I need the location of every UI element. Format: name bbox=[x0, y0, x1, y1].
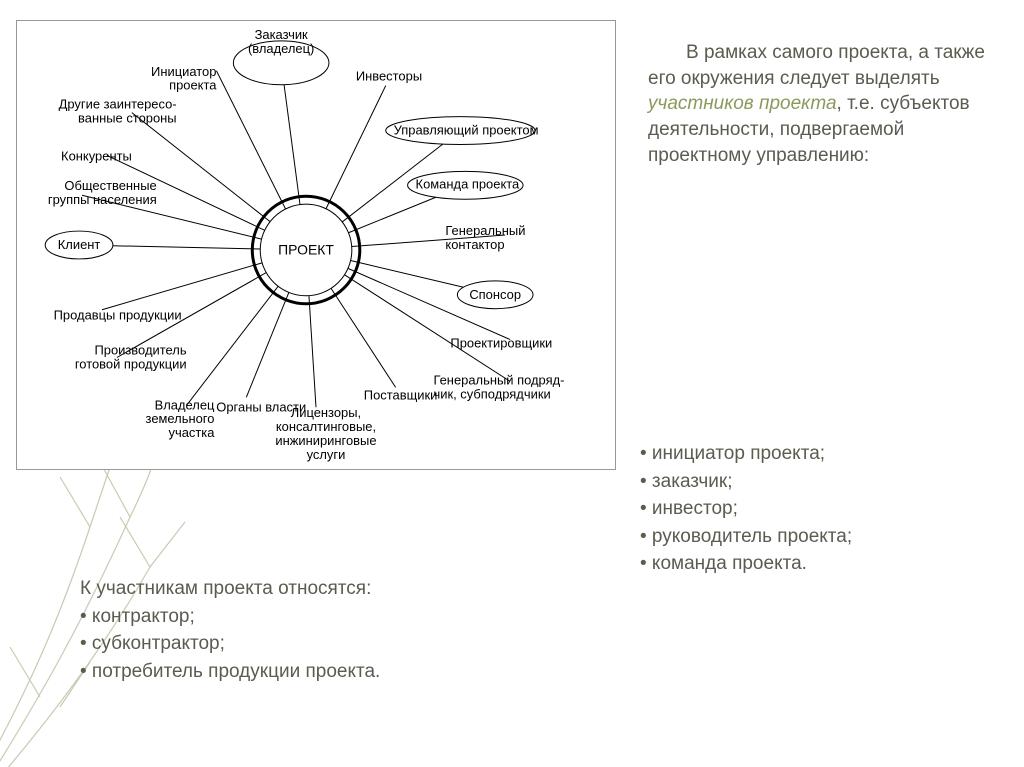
diagram-node-label: Владелецземельногоучастка bbox=[146, 397, 216, 440]
diagram-node-label: Поставщики bbox=[364, 387, 438, 402]
diagram-node-label: Лицензоры,консалтинговые,инжиниринговыеу… bbox=[275, 405, 376, 462]
diagram-node-label: Проектировщики bbox=[450, 336, 552, 351]
list-item: • субконтрактор; bbox=[80, 630, 600, 658]
diagram-node-label: Производительготовой продукции bbox=[75, 343, 187, 372]
radial-diagram: ПРОЕКТ Заказчик(владелец) Инициаторпроекта… bbox=[17, 21, 615, 469]
diagram-node-label: Конкуренты bbox=[61, 148, 132, 163]
center-label: ПРОЕКТ bbox=[278, 242, 334, 258]
paragraph: В рамках самого проекта, а также его окр… bbox=[648, 40, 1008, 168]
list-right: • инициатор проекта;• заказчик;• инвесто… bbox=[640, 440, 1010, 578]
list-item: • команда проекта. bbox=[640, 550, 1010, 578]
diagram-node-label: Генеральный подряд-чик, субподрядчики bbox=[433, 372, 564, 401]
diagram-node-label: Управляющий проектом bbox=[394, 122, 539, 137]
diagram-node-label: Другие заинтересо-ванные стороны bbox=[59, 97, 177, 126]
diagram-node-label: Генеральныйконтактор bbox=[445, 223, 525, 252]
diagram-node-label: Продавцы продукции bbox=[54, 308, 182, 323]
list-left: К участникам проекта относятся: • контра… bbox=[80, 575, 600, 685]
diagram-node-label: Команда проекта bbox=[416, 176, 520, 191]
list-left-title: К участникам проекта относятся: bbox=[80, 575, 600, 603]
diagram-node-label: Клиент bbox=[58, 237, 101, 252]
diagram-node-label: Инициаторпроекта bbox=[151, 64, 217, 93]
diagram-node-label: Инвесторы bbox=[356, 69, 422, 84]
list-item: • руководитель проекта; bbox=[640, 523, 1010, 551]
list-item: • инвестор; bbox=[640, 495, 1010, 523]
list-item: • инициатор проекта; bbox=[640, 440, 1010, 468]
diagram-frame: ПРОЕКТ Заказчик(владелец) Инициаторпроекта… bbox=[16, 20, 616, 470]
list-item: • контрактор; bbox=[80, 603, 600, 631]
diagram-node-label: Заказчик(владелец) bbox=[248, 27, 314, 56]
paragraph-accent: участников проекта bbox=[648, 93, 837, 114]
paragraph-prefix: В рамках самого проекта, а также его окр… bbox=[648, 42, 985, 89]
list-item: • потребитель продукции проекта. bbox=[80, 658, 600, 686]
diagram-node-label: Общественныегруппы населения bbox=[48, 178, 157, 207]
diagram-node-label: Спонсор bbox=[469, 287, 521, 302]
list-item: • заказчик; bbox=[640, 468, 1010, 496]
